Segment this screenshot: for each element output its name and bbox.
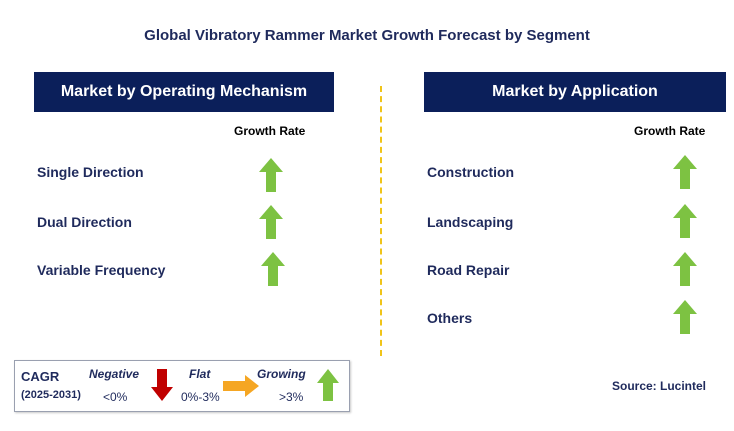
- segment-label: Single Direction: [37, 164, 144, 180]
- left-growth-rate-label: Growth Rate: [234, 124, 306, 138]
- flat-label: Flat: [189, 367, 211, 381]
- negative-label: Negative: [89, 367, 140, 381]
- flat-arrow-icon: [223, 375, 259, 397]
- growing-arrow-icon: [261, 252, 285, 286]
- growing-arrow-icon: [259, 205, 283, 239]
- panel-divider: [380, 86, 382, 356]
- segment-label: Dual Direction: [37, 214, 132, 230]
- growing-arrow-icon: [673, 155, 697, 189]
- page-title: Global Vibratory Rammer Market Growth Fo…: [144, 27, 590, 44]
- segment-label: Others: [427, 310, 473, 326]
- growing-label: Growing: [257, 367, 306, 381]
- application-header: Market by Application: [424, 72, 726, 112]
- growing-arrow-icon: [673, 252, 697, 286]
- growing-arrow-icon: [259, 158, 283, 192]
- growing-range: >3%: [279, 390, 304, 404]
- segment-label: Road Repair: [427, 262, 510, 278]
- cagr-legend: CAGR (2025-2031) Negative <0% Flat 0%-3%…: [14, 360, 350, 412]
- segment-label: Variable Frequency: [37, 262, 166, 278]
- right-growth-rate-label: Growth Rate: [634, 124, 706, 138]
- negative-arrow-icon: [151, 369, 173, 401]
- growing-arrow-icon: [673, 300, 697, 334]
- source-note: Source: Lucintel: [612, 379, 707, 393]
- cagr-period: (2025-2031): [21, 389, 81, 401]
- growing-arrow-icon: [317, 369, 339, 401]
- negative-range: <0%: [103, 390, 128, 404]
- operating-mechanism-header: Market by Operating Mechanism: [34, 72, 334, 112]
- growing-arrow-icon: [673, 204, 697, 238]
- segment-label: Construction: [427, 164, 515, 180]
- cagr-label: CAGR: [21, 369, 60, 384]
- flat-range: 0%-3%: [181, 390, 220, 404]
- segment-label: Landscaping: [427, 214, 514, 230]
